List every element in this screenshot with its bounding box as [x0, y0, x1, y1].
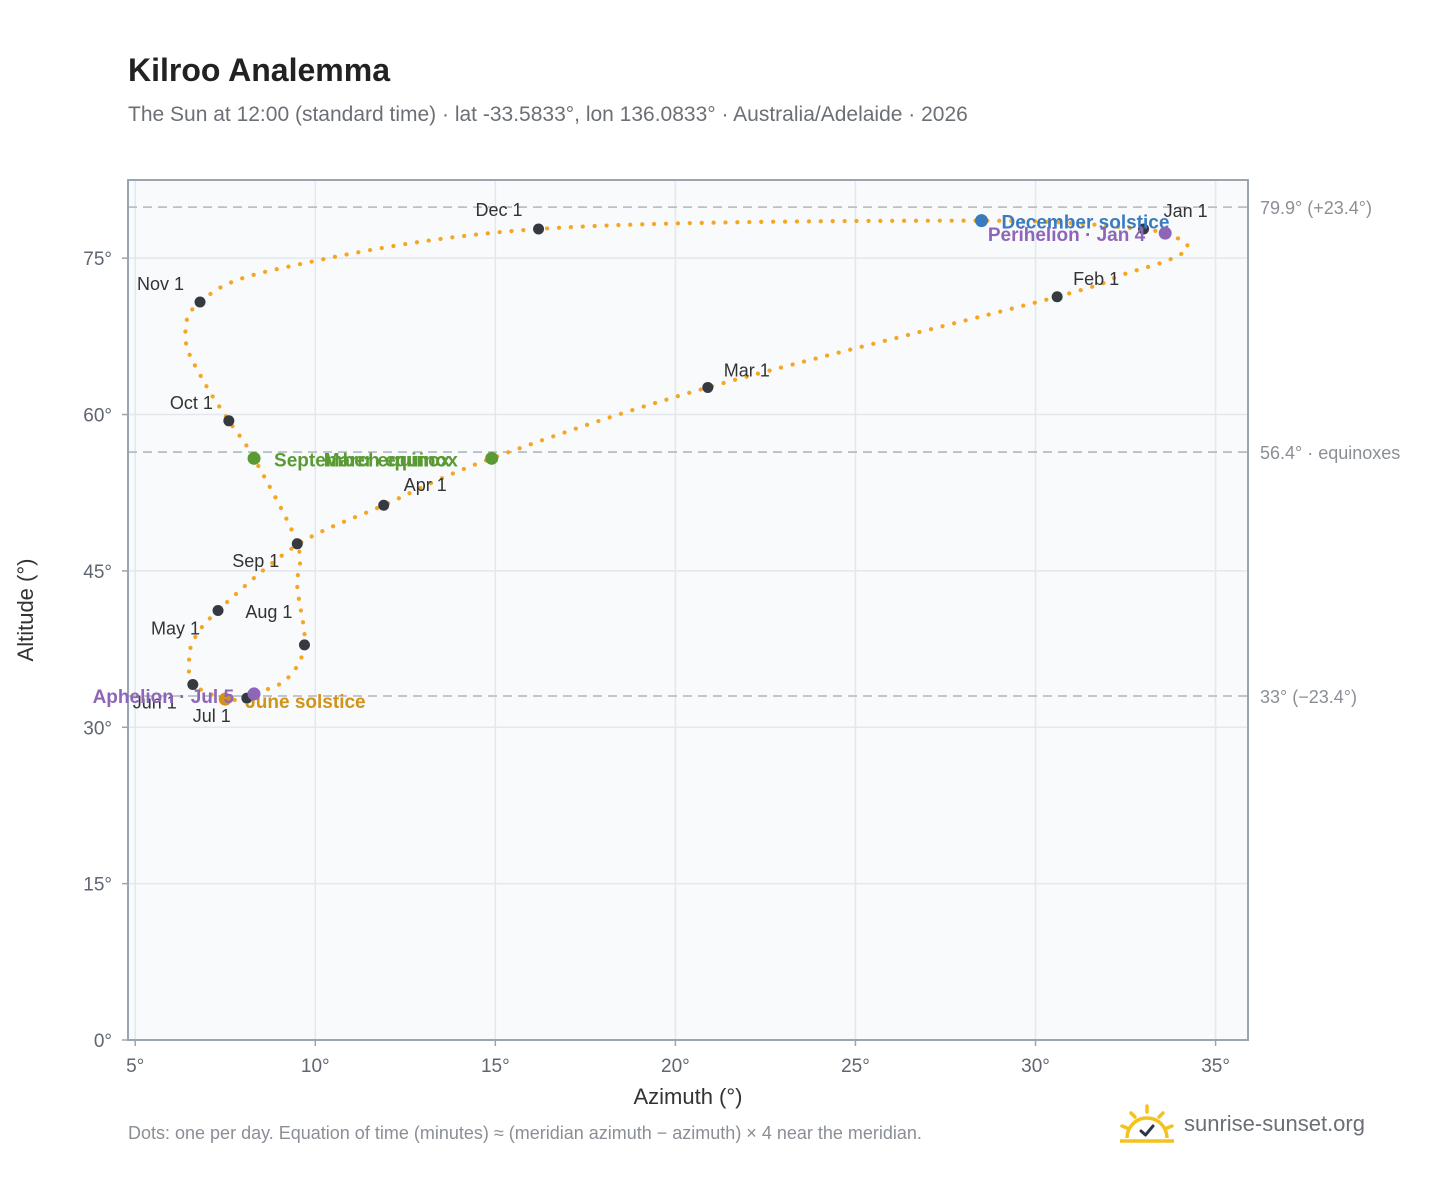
month-label: Dec 1: [476, 200, 523, 220]
y-tick-label: 0°: [94, 1031, 112, 1052]
chart-subtitle: The Sun at 12:00 (standard time) · lat -…: [128, 103, 968, 126]
month-marker: [223, 415, 235, 427]
reference-line-label: 56.4° · equinoxes: [1260, 443, 1400, 463]
event-marker: [485, 451, 499, 465]
y-tick-label: 45°: [83, 562, 112, 583]
event-label: June solstice: [245, 692, 365, 713]
reference-line-label: 33° (−23.4°): [1260, 687, 1357, 707]
event-marker: [247, 687, 261, 701]
x-tick-label: 25°: [841, 1056, 870, 1077]
x-tick-label: 5°: [126, 1056, 144, 1077]
month-label: May 1: [151, 619, 200, 639]
reference-line-label: 79.9° (+23.4°): [1260, 198, 1372, 218]
month-marker: [187, 679, 199, 691]
month-marker: [194, 296, 206, 308]
plot-frame: [127, 179, 1249, 1041]
event-label: Perihelion · Jan 4: [988, 225, 1146, 246]
month-label: Sep 1: [232, 551, 279, 571]
brand[interactable]: sunrise-sunset.org: [1120, 1100, 1365, 1148]
month-marker: [702, 381, 714, 393]
month-label: Aug 1: [245, 602, 292, 622]
event-label: December solstice: [1002, 213, 1170, 234]
brand-name: sunrise-sunset.org: [1184, 1111, 1365, 1136]
month-label: Oct 1: [170, 393, 213, 413]
y-tick-label: 30°: [83, 718, 112, 739]
month-marker: [1051, 291, 1063, 303]
x-tick-label: 20°: [661, 1056, 690, 1077]
month-label: Jan 1: [1164, 201, 1208, 221]
month-label: Mar 1: [724, 360, 770, 380]
x-tick-label: 35°: [1201, 1056, 1230, 1077]
event-marker: [247, 451, 261, 465]
event-label: March equinox: [324, 450, 459, 471]
event-label: Aphelion · Jul 5: [93, 687, 235, 708]
month-marker: [1138, 223, 1150, 235]
plot-area: [128, 180, 1248, 1040]
month-marker: [298, 639, 310, 651]
y-tick-label: 15°: [83, 875, 112, 896]
event-label: September equinox: [274, 450, 451, 471]
month-marker: [212, 605, 224, 617]
x-tick-label: 10°: [301, 1056, 330, 1077]
x-axis-title: Azimuth (°): [633, 1084, 742, 1109]
month-label: Feb 1: [1073, 269, 1119, 289]
sun-logo-icon: [1120, 1104, 1174, 1143]
month-label: Jun 1: [133, 693, 177, 713]
month-label: Nov 1: [137, 274, 184, 294]
month-marker: [291, 538, 303, 550]
chart-title: Kilroo Analemma: [128, 52, 390, 88]
month-marker: [533, 223, 545, 235]
month-marker: [378, 499, 390, 511]
y-tick-label: 60°: [83, 406, 112, 427]
month-label: Jul 1: [193, 706, 231, 726]
event-marker: [1158, 226, 1172, 240]
month-label: Apr 1: [404, 475, 447, 495]
footnote: Dots: one per day. Equation of time (min…: [128, 1123, 922, 1143]
x-tick-label: 15°: [481, 1056, 510, 1077]
event-marker: [218, 692, 232, 706]
x-tick-label: 30°: [1021, 1056, 1050, 1077]
y-axis-title: Altitude (°): [13, 559, 38, 662]
event-marker: [975, 214, 989, 228]
y-tick-label: 75°: [83, 249, 112, 270]
